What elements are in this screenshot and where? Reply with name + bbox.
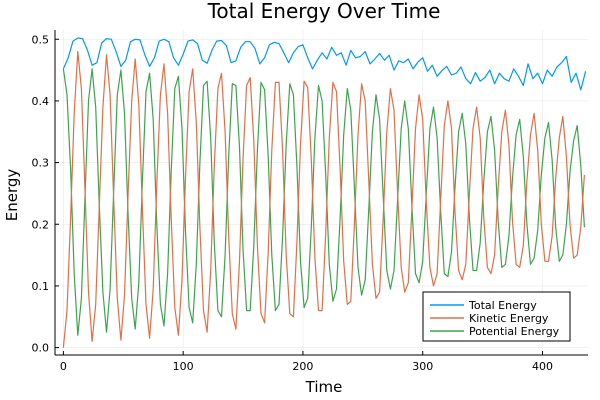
legend-label-kinetic-energy: Kinetic Energy — [469, 312, 549, 325]
x-tick-label: 0 — [60, 360, 67, 373]
legend: Total Energy Kinetic Energy Potential En… — [422, 291, 571, 342]
grid-lines — [55, 30, 588, 355]
y-axis-label: Energy — [3, 169, 21, 222]
y-axis-ticks: 0.0 0.1 0.2 0.3 0.4 0.5 — [32, 33, 59, 355]
x-tick-label: 400 — [532, 360, 553, 373]
x-axis-ticks: 0 100 200 300 400 — [60, 351, 553, 373]
y-tick-label: 0.0 — [32, 342, 50, 355]
y-tick-label: 0.1 — [32, 280, 50, 293]
legend-box — [422, 291, 571, 342]
legend-label-potential-energy: Potential Energy — [469, 325, 560, 338]
series-line-total-energy — [62, 37, 587, 91]
series-line-kinetic-energy — [62, 50, 585, 348]
axes — [54, 30, 588, 356]
y-tick-label: 0.4 — [32, 95, 50, 108]
series-group — [62, 37, 587, 348]
x-axis-label: Time — [305, 378, 343, 396]
y-tick-label: 0.5 — [32, 33, 50, 46]
chart-title: Total Energy Over Time — [207, 0, 441, 23]
x-tick-label: 200 — [292, 360, 313, 373]
x-tick-label: 100 — [173, 360, 194, 373]
x-tick-label: 300 — [412, 360, 433, 373]
legend-label-total-energy: Total Energy — [468, 299, 537, 312]
y-tick-label: 0.3 — [32, 157, 50, 170]
y-tick-label: 0.2 — [32, 218, 50, 231]
